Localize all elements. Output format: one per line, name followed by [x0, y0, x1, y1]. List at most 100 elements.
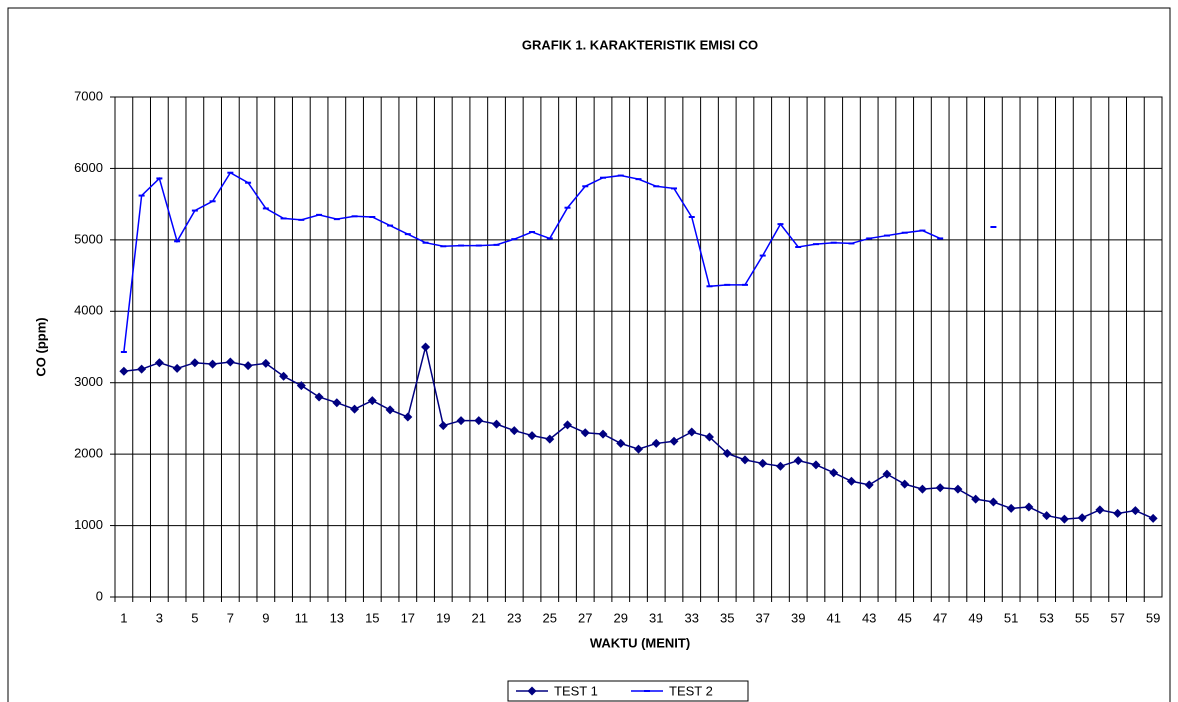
- diamond-marker: [421, 342, 431, 352]
- legend-marker: [527, 686, 537, 696]
- diamond-marker: [687, 427, 697, 437]
- diamond-marker: [935, 483, 945, 493]
- y-tick-label: 1000: [74, 517, 103, 532]
- diamond-marker: [545, 434, 555, 444]
- diamond-marker: [722, 448, 732, 458]
- diamond-marker: [314, 392, 324, 402]
- diamond-marker: [225, 357, 235, 367]
- diamond-marker: [634, 444, 643, 454]
- x-tick-label: 35: [720, 610, 734, 625]
- diamond-marker: [172, 363, 182, 373]
- diamond-marker: [403, 412, 413, 422]
- diamond-marker: [1095, 505, 1105, 515]
- x-tick-label: 49: [968, 610, 982, 625]
- diamond-marker: [367, 396, 377, 406]
- x-tick-label: 39: [791, 610, 805, 625]
- diamond-marker: [1042, 511, 1052, 521]
- diamond-marker: [988, 497, 998, 507]
- x-tick-label: 29: [614, 610, 628, 625]
- y-axis-label: CO (ppm): [33, 317, 48, 376]
- x-tick-label: 21: [472, 610, 486, 625]
- diamond-marker: [261, 358, 271, 368]
- diamond-marker: [651, 438, 661, 448]
- diamond-marker: [137, 364, 147, 374]
- x-tick-label: 13: [330, 610, 344, 625]
- diamond-marker: [953, 484, 963, 494]
- diamond-marker: [474, 416, 484, 426]
- x-tick-label: 5: [191, 610, 198, 625]
- x-tick-label: 47: [933, 610, 947, 625]
- diamond-marker: [119, 366, 129, 376]
- x-tick-label: 15: [365, 610, 379, 625]
- y-tick-label: 4000: [74, 303, 103, 318]
- diamond-marker: [1148, 513, 1158, 523]
- diamond-marker: [1006, 503, 1016, 513]
- diamond-marker: [864, 480, 874, 490]
- diamond-marker: [829, 468, 839, 478]
- diamond-marker: [900, 479, 910, 489]
- diamond-marker: [385, 405, 395, 415]
- legend-box: [507, 680, 749, 702]
- diamond-marker: [1113, 508, 1123, 518]
- diamond-marker: [793, 456, 803, 466]
- x-tick-label: 51: [1004, 610, 1018, 625]
- x-tick-label: 57: [1110, 610, 1124, 625]
- diamond-marker: [296, 381, 306, 391]
- diamond-marker: [208, 359, 218, 369]
- diamond-marker: [1130, 506, 1140, 516]
- legend-label: TEST 1: [554, 683, 598, 698]
- diamond-marker: [775, 461, 785, 471]
- diamond-marker: [350, 404, 360, 414]
- diamond-marker: [758, 458, 768, 468]
- diamond-marker: [190, 358, 200, 368]
- x-axis-label: WAKTU (MENIT): [590, 635, 690, 650]
- plot-border: [114, 96, 1163, 598]
- diamond-marker: [1077, 513, 1087, 523]
- x-tick-label: 55: [1075, 610, 1089, 625]
- y-tick-label: 6000: [74, 160, 103, 175]
- diamond-marker: [456, 416, 466, 426]
- diamond-marker: [243, 361, 253, 371]
- x-tick-label: 17: [401, 610, 415, 625]
- diamond-marker: [740, 455, 750, 465]
- diamond-marker: [332, 398, 342, 408]
- legend-label: TEST 2: [669, 683, 713, 698]
- x-tick-label: 19: [436, 610, 450, 625]
- x-tick-label: 11: [295, 610, 309, 625]
- y-tick-label: 7000: [74, 88, 103, 103]
- x-tick-label: 3: [156, 610, 163, 625]
- x-tick-label: 1: [120, 610, 127, 625]
- y-tick-label: 3000: [74, 374, 103, 389]
- chart-frame: [7, 7, 1171, 702]
- x-tick-label: 53: [1039, 610, 1053, 625]
- diamond-marker: [669, 436, 679, 446]
- diamond-marker: [598, 429, 608, 439]
- diamond-marker: [971, 494, 981, 504]
- x-tick-label: 43: [862, 610, 876, 625]
- x-tick-label: 45: [897, 610, 911, 625]
- x-tick-label: 33: [685, 610, 699, 625]
- x-tick-label: 23: [507, 610, 521, 625]
- x-tick-label: 37: [755, 610, 769, 625]
- x-tick-label: 25: [543, 610, 557, 625]
- x-tick-label: 41: [826, 610, 840, 625]
- y-tick-label: 5000: [74, 231, 103, 246]
- x-tick-label: 7: [227, 610, 234, 625]
- diamond-marker: [846, 476, 856, 486]
- diamond-marker: [1059, 514, 1069, 524]
- diamond-marker: [154, 358, 164, 368]
- diamond-marker: [509, 426, 519, 436]
- diamond-marker: [1024, 502, 1034, 512]
- diamond-marker: [527, 431, 537, 441]
- chart-title: GRAFIK 1. KARAKTERISTIK EMISI CO: [522, 37, 758, 52]
- diamond-marker: [704, 432, 714, 442]
- diamond-marker: [279, 371, 289, 381]
- x-tick-label: 31: [649, 610, 663, 625]
- x-tick-label: 27: [578, 610, 592, 625]
- diamond-marker: [492, 419, 502, 429]
- diamond-marker: [882, 469, 892, 479]
- y-tick-label: 2000: [74, 446, 103, 461]
- x-tick-label: 59: [1146, 610, 1160, 625]
